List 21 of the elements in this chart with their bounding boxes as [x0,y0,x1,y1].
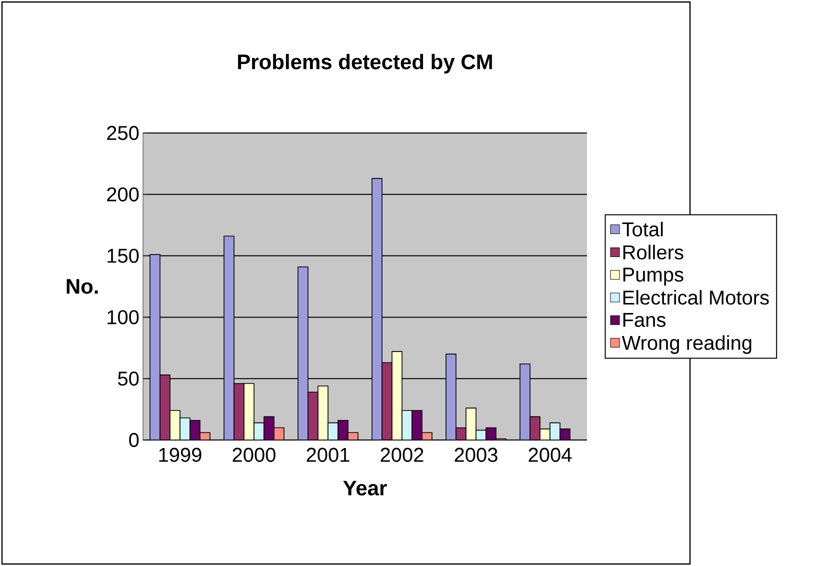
legend-label: Pumps [623,268,684,286]
y-tick-label: 150 [108,248,139,263]
x-tick-label: 2003 [454,448,498,462]
x-tick-label: 1999 [159,448,202,462]
x-tick-label: 2002 [380,448,424,462]
y-tick-label: 0 [129,432,139,448]
legend-label: Electrical Motors [623,290,769,305]
chart-title: Problems detected by CM [238,54,492,74]
x-tick-label: 2000 [232,448,276,462]
legend-label: Wrong reading [622,335,752,354]
y-axis-title: No. [66,279,98,294]
legend-label: Fans [623,313,666,327]
y-tick-label: 50 [118,372,139,386]
x-tick-label: 2004 [528,448,572,462]
y-tick-label: 100 [108,310,139,324]
x-tick-label: 2001 [306,448,350,462]
y-tick-label: 250 [107,126,139,140]
y-tick-label: 200 [107,187,139,202]
x-axis-title: Year [343,480,387,496]
legend-label: Rollers [623,244,684,260]
legend-label: Total [622,222,663,236]
